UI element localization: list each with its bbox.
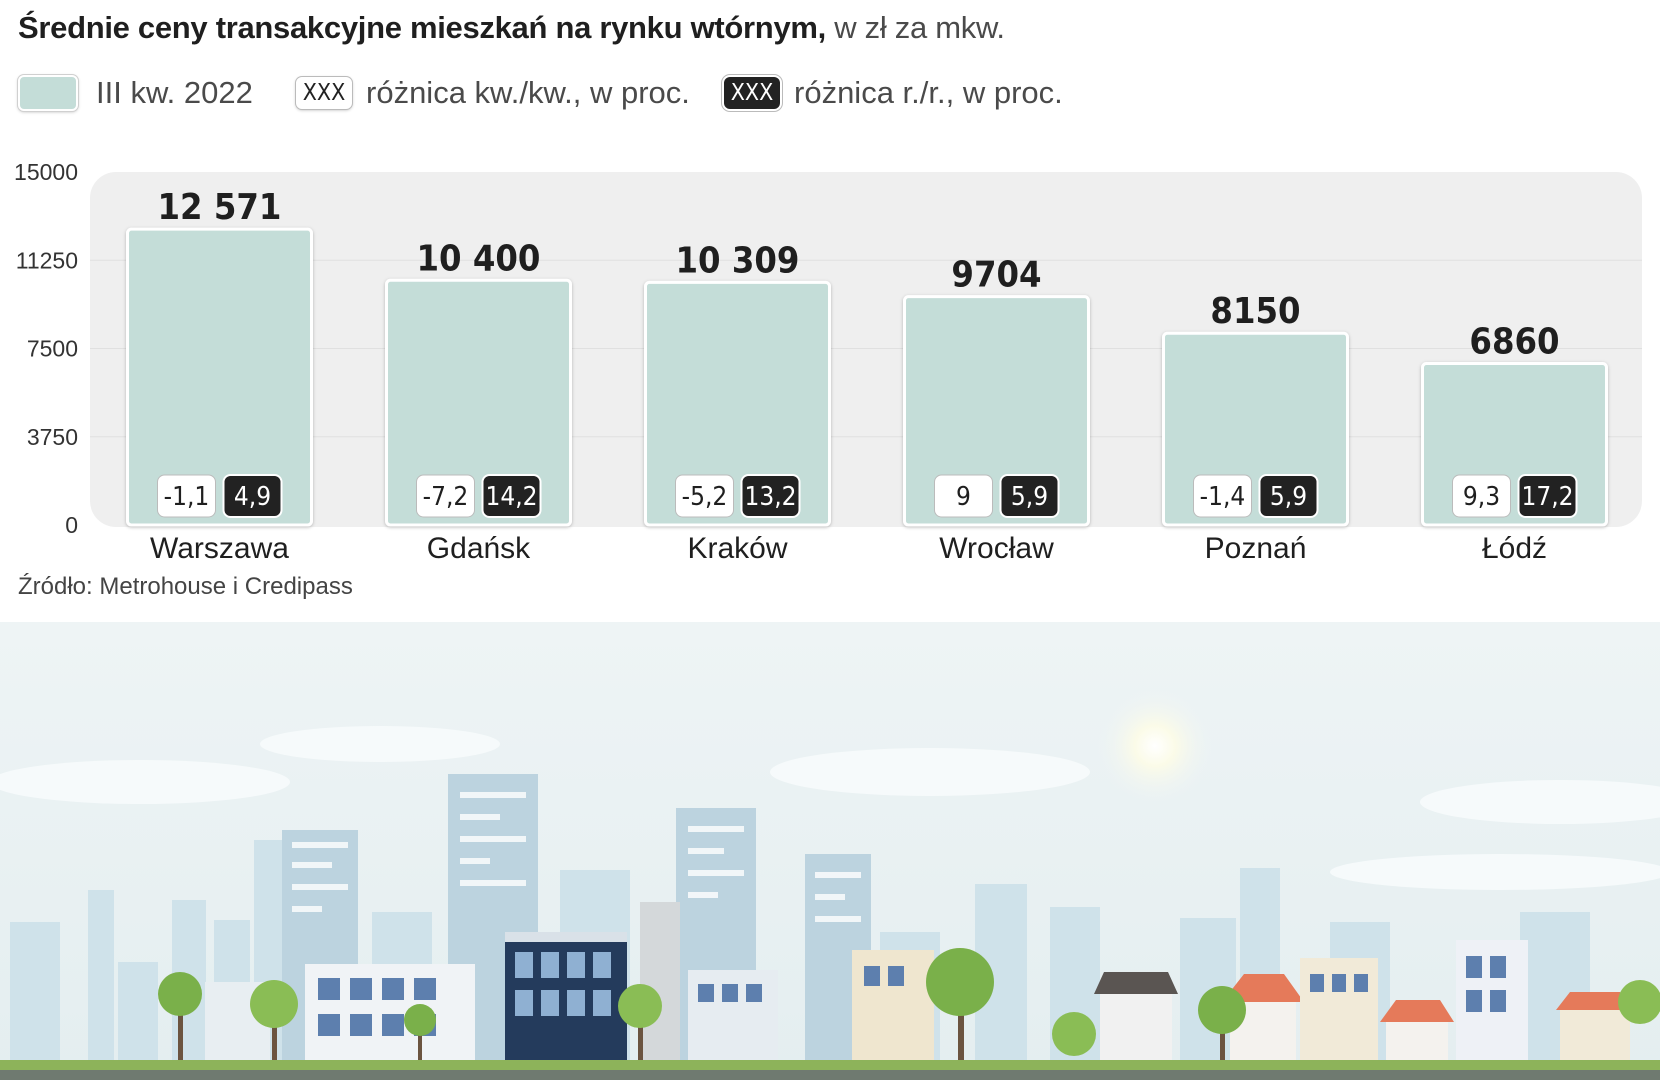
chart-title: Średnie ceny transakcyjne mieszkań na ry… (18, 10, 1005, 46)
bar-value-label: 6860 (1469, 322, 1559, 363)
y-tick-label: 3750 (27, 424, 78, 450)
legend-swatch (18, 75, 78, 111)
legend-item-yoy: XXX różnica r./r., w proc. (724, 70, 1063, 116)
qoq-box (1452, 474, 1511, 518)
yoy-change-label: 5,9 (1270, 482, 1307, 512)
qoq-change-label: -1,1 (164, 482, 210, 512)
qoq-change-label: -1,4 (1200, 482, 1246, 512)
yoy-change-label: 14,2 (485, 482, 537, 512)
yoy-change-label: 5,9 (1011, 482, 1048, 512)
source-note: Źródło: Metrohouse i Credipass (18, 573, 353, 600)
bar-value-label: 10 309 (676, 240, 800, 281)
street (0, 1070, 1660, 1080)
bar-group: 12 571 -1,1 4,9 Warszawa (126, 187, 313, 565)
bar-group: 9704 9 5,9 Wrocław (903, 255, 1090, 565)
clouds (0, 726, 1660, 890)
legend-yoy-box: XXX (724, 77, 780, 109)
legend-yoy-label: różnica r./r., w proc. (794, 75, 1063, 110)
yoy-box (481, 474, 542, 518)
bar-group: 10 309 -5,2 13,2 Kraków (644, 240, 831, 565)
bar-value-label: 9704 (951, 255, 1041, 296)
bar-group: 8150 -1,4 5,9 Poznań (1162, 291, 1349, 565)
bar (903, 295, 1090, 527)
qoq-box (157, 474, 216, 518)
yoy-change-label: 17,2 (1521, 482, 1573, 512)
qoq-change-label: -7,2 (423, 482, 469, 512)
city-skyline-illustration (0, 622, 1660, 1080)
legend-item-qoq: XXX różnica kw./kw., w proc. (296, 70, 690, 116)
qoq-box (675, 474, 734, 518)
bar (644, 280, 831, 527)
yoy-box (740, 474, 801, 518)
bar-value-label: 10 400 (417, 238, 541, 279)
y-tick-label: 11250 (16, 247, 78, 273)
qoq-change-label: 9,3 (1463, 482, 1500, 512)
x-category-label: Kraków (687, 532, 787, 565)
trees (158, 948, 1660, 1062)
qoq-box (416, 474, 475, 518)
yoy-box (1517, 474, 1578, 518)
yoy-box (1258, 474, 1319, 518)
y-tick-label: 15000 (14, 159, 78, 185)
bar (385, 278, 572, 527)
bar-group: 6860 9,3 17,2 Łódź (1421, 322, 1608, 565)
x-category-label: Wrocław (939, 532, 1054, 565)
legend-item-series: III kw. 2022 (18, 70, 253, 116)
y-tick-label: 0 (65, 512, 78, 538)
legend-qoq-box: XXX (296, 77, 352, 109)
legend-series-label: III kw. 2022 (96, 75, 253, 110)
bar-group: 10 400 -7,2 14,2 Gdańsk (385, 238, 572, 565)
y-tick-label: 7500 (27, 336, 78, 362)
grass-strip (0, 1060, 1660, 1070)
bar-value-label: 8150 (1210, 291, 1300, 332)
x-category-label: Warszawa (150, 532, 289, 565)
qoq-change-label: -5,2 (682, 482, 728, 512)
bar (126, 227, 313, 527)
sun (1097, 688, 1213, 804)
bar (1421, 362, 1608, 527)
title-main: Średnie ceny transakcyjne mieszkań na ry… (18, 10, 826, 45)
x-category-label: Poznań (1205, 532, 1307, 565)
qoq-box (1193, 474, 1252, 518)
plot-background (90, 172, 1642, 527)
title-unit: w zł za mkw. (825, 10, 1005, 45)
x-category-label: Gdańsk (427, 532, 531, 565)
yoy-box (222, 474, 283, 518)
bar (1162, 331, 1349, 527)
legend-qoq-label: różnica kw./kw., w proc. (366, 75, 690, 110)
bar-chart: 0 3750 7500 11250 15000 12 571 -1,1 4,9 Warszaw… (14, 159, 1642, 565)
yoy-change-label: 13,2 (744, 482, 796, 512)
qoq-change-label: 9 (956, 482, 971, 512)
x-category-label: Łódź (1482, 532, 1547, 565)
yoy-box (999, 474, 1060, 518)
qoq-box (934, 474, 993, 518)
foreground-buildings (205, 932, 1636, 1062)
bar-value-label: 12 571 (158, 187, 282, 228)
yoy-change-label: 4,9 (234, 482, 271, 512)
